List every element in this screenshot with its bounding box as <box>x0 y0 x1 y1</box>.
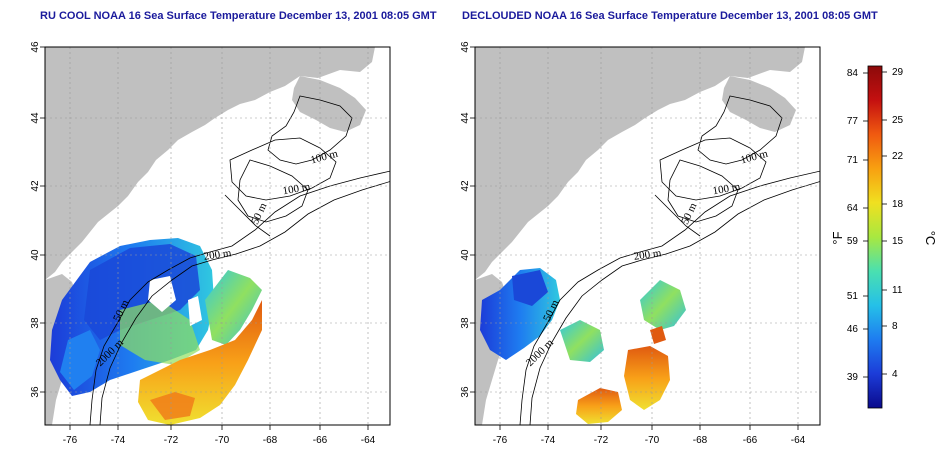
longitude-tick-label: -74 <box>111 435 126 446</box>
longitude-tick-label: -66 <box>743 435 758 446</box>
longitude-tick-label: -68 <box>263 435 278 446</box>
depth-contour-label: 200 m <box>203 247 233 263</box>
celsius-tick-label: 11 <box>892 285 903 296</box>
depth-contour-label: 100 m <box>282 181 312 198</box>
longitude-tick-label: -64 <box>791 435 806 446</box>
celsius-label: °C <box>923 231 938 246</box>
longitude-tick-label: -76 <box>493 435 508 446</box>
left-map-title: RU COOL NOAA 16 Sea Surface Temperature … <box>40 10 437 22</box>
fahrenheit-tick-label: 84 <box>847 68 859 79</box>
celsius-tick-label: 29 <box>892 67 904 78</box>
latitude-tick-label: 38 <box>30 317 41 329</box>
map-grid <box>475 47 820 425</box>
longitude-tick-label: -66 <box>313 435 328 446</box>
map-grid <box>45 47 390 425</box>
fahrenheit-tick-label: 39 <box>847 372 859 383</box>
longitude-tick-label: -70 <box>645 435 660 446</box>
longitude-tick-label: -70 <box>215 435 230 446</box>
right-map-frame <box>474 46 821 426</box>
fahrenheit-tick-label: 71 <box>847 155 859 166</box>
fahrenheit-tick-label: 77 <box>847 116 859 127</box>
latitude-tick-label: 36 <box>460 386 471 398</box>
celsius-tick-label: 22 <box>892 151 904 162</box>
colorbar-gradient <box>867 65 883 409</box>
longitude-tick-label: -68 <box>693 435 708 446</box>
land-mass <box>475 47 805 280</box>
longitude-tick-label: -72 <box>164 435 179 446</box>
latitude-tick-label: 44 <box>460 112 471 124</box>
land-mass <box>45 47 375 280</box>
latitude-tick-label: 38 <box>460 317 471 329</box>
sst-data-patches <box>50 238 262 425</box>
depth-contour-label: 200 m <box>633 247 663 263</box>
fahrenheit-tick-label: 51 <box>847 291 859 302</box>
depth-contour-label: 100 m <box>712 181 742 198</box>
celsius-tick-label: 25 <box>892 115 904 126</box>
celsius-tick-label: 15 <box>892 236 904 247</box>
longitude-tick-label: -74 <box>541 435 556 446</box>
latitude-tick-label: 42 <box>30 180 41 192</box>
latitude-tick-label: 46 <box>30 41 41 53</box>
latitude-tick-label: 46 <box>460 41 471 53</box>
fahrenheit-label: °F <box>830 231 845 244</box>
bathymetry-contours <box>519 95 820 425</box>
longitude-tick-label: -72 <box>594 435 609 446</box>
latitude-tick-label: 42 <box>460 180 471 192</box>
celsius-tick-label: 18 <box>892 199 904 210</box>
latitude-tick-label: 40 <box>30 249 41 261</box>
sst-data-patches <box>480 268 686 424</box>
fahrenheit-tick-label: 59 <box>847 236 859 247</box>
longitude-tick-label: -76 <box>63 435 78 446</box>
fahrenheit-tick-label: 64 <box>847 203 859 214</box>
latitude-tick-label: 40 <box>460 249 471 261</box>
latitude-tick-label: 36 <box>30 386 41 398</box>
right-map-title: DECLOUDED NOAA 16 Sea Surface Temperatur… <box>462 10 878 22</box>
celsius-tick-label: 4 <box>892 369 898 380</box>
bathymetry-contours <box>89 95 390 425</box>
fahrenheit-tick-label: 46 <box>847 324 859 335</box>
celsius-tick-label: 8 <box>892 321 898 332</box>
longitude-tick-label: -64 <box>361 435 376 446</box>
latitude-tick-label: 44 <box>30 112 41 124</box>
left-map-frame <box>44 46 391 426</box>
